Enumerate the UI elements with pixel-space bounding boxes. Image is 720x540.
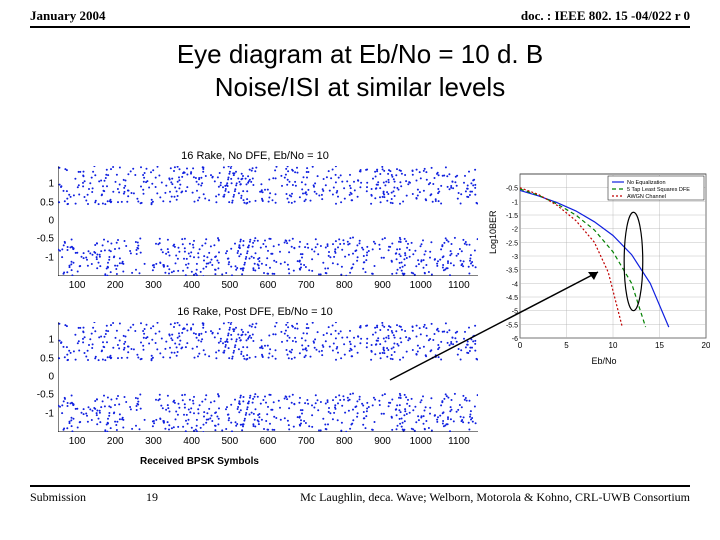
scatter-bottom-title: 16 Rake, Post DFE, Eb/No = 10 <box>20 306 490 318</box>
svg-text:-1: -1 <box>512 199 518 206</box>
svg-text:-5: -5 <box>512 309 518 316</box>
scatter-bottom: 16 Rake, Post DFE, Eb/No = 10 -1-0.500.5… <box>20 306 490 456</box>
header-left: January 2004 <box>30 8 105 24</box>
svg-text:0: 0 <box>518 341 523 350</box>
svg-text:No Equalization: No Equalization <box>627 180 666 186</box>
scatter-top: 16 Rake, No DFE, Eb/No = 10 -1-0.500.51 … <box>20 150 490 300</box>
footer-slide-number: 19 <box>146 490 158 505</box>
svg-text:5 Tap Least Squares DFE: 5 Tap Least Squares DFE <box>627 187 690 193</box>
scatter-top-yaxis: -1-0.500.51 <box>20 166 56 276</box>
footer-right: Mc Laughlin, deca. Wave; Welborn, Motoro… <box>300 490 690 505</box>
slide-title: Eye diagram at Eb/No = 10 d. BNoise/ISI … <box>40 38 680 103</box>
footer-left: Submission <box>30 490 86 505</box>
scatter-bottom-area <box>58 322 478 432</box>
svg-text:10: 10 <box>609 341 618 350</box>
ber-ylabel: Log10BER <box>488 210 498 254</box>
footer-rule <box>30 485 690 487</box>
scatter-top-title: 16 Rake, No DFE, Eb/No = 10 <box>20 150 490 162</box>
ber-plot: 0 5 10 15 20 -6 -5.5 -5 -4.5 -4 -3.5 -3 -2.5 -2 -1.5 -1… <box>498 152 710 352</box>
ber-svg: 0 5 10 15 20 -6 -5.5 -5 -4.5 -4 -3.5 -3 -2.5 -2 -1.5 -1… <box>498 152 710 352</box>
scatter-bottom-svg <box>58 322 478 432</box>
scatter-top-svg <box>58 166 478 276</box>
footer: Submission 19 Mc Laughlin, deca. Wave; W… <box>30 490 690 505</box>
scatter-top-area <box>58 166 478 276</box>
header-rule <box>30 26 690 28</box>
svg-text:-0.5: -0.5 <box>506 186 518 193</box>
svg-text:-6: -6 <box>512 336 518 343</box>
scatter-bottom-yaxis: -1-0.500.51 <box>20 322 56 432</box>
svg-text:20: 20 <box>702 341 710 350</box>
svg-text:-4.5: -4.5 <box>506 295 518 302</box>
ber-xlabel: Eb/No <box>498 356 710 366</box>
bpsk-xlabel: Received BPSK Symbols <box>140 456 259 467</box>
svg-text:-2: -2 <box>512 227 518 234</box>
svg-text:-2.5: -2.5 <box>506 240 518 247</box>
slide-page: January 2004 doc. : IEEE 802. 15 -04/022… <box>0 0 720 540</box>
svg-text:-3.5: -3.5 <box>506 268 518 275</box>
svg-text:-4: -4 <box>512 281 518 288</box>
svg-text:AWGN Channel: AWGN Channel <box>627 194 666 200</box>
svg-text:15: 15 <box>655 341 664 350</box>
header: January 2004 doc. : IEEE 802. 15 -04/022… <box>0 0 720 26</box>
left-charts: 16 Rake, No DFE, Eb/No = 10 -1-0.500.51 … <box>20 150 490 456</box>
svg-text:-3: -3 <box>512 254 518 261</box>
svg-text:-1.5: -1.5 <box>506 213 518 220</box>
header-right: doc. : IEEE 802. 15 -04/022 r 0 <box>521 8 690 24</box>
svg-text:-5.5: -5.5 <box>506 322 518 329</box>
svg-text:5: 5 <box>564 341 569 350</box>
